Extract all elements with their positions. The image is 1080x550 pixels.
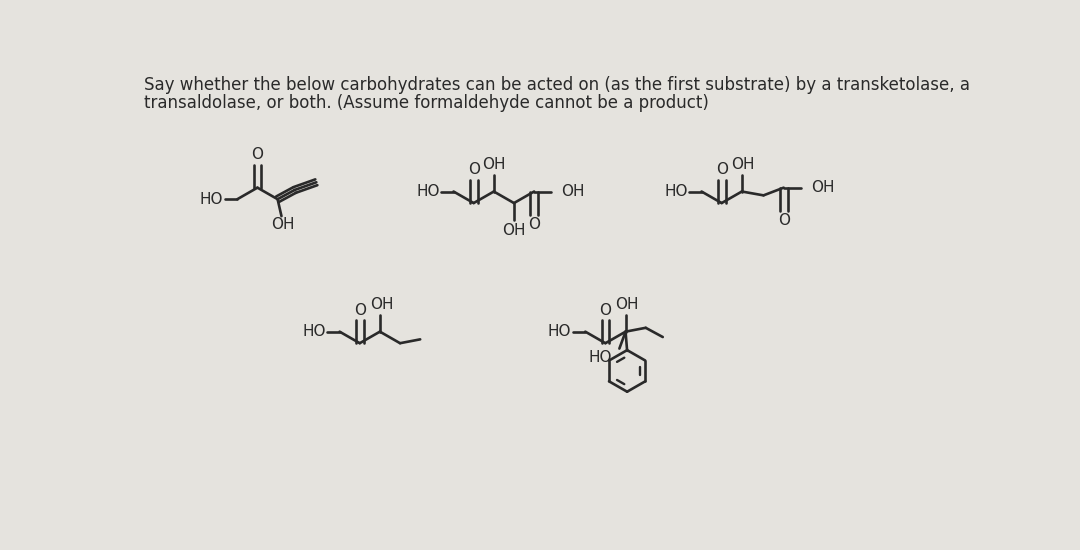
Text: Say whether the below carbohydrates can be acted on (as the first substrate) by : Say whether the below carbohydrates can … xyxy=(145,76,970,94)
Text: HO: HO xyxy=(589,350,611,365)
Text: OH: OH xyxy=(562,184,584,199)
Text: HO: HO xyxy=(416,184,440,199)
Text: OH: OH xyxy=(482,157,505,172)
Text: O: O xyxy=(778,213,789,228)
Text: O: O xyxy=(354,302,366,317)
Text: transaldolase, or both. (Assume formaldehyde cannot be a product): transaldolase, or both. (Assume formalde… xyxy=(145,94,710,112)
Text: OH: OH xyxy=(616,297,639,312)
Text: O: O xyxy=(716,162,728,178)
Text: O: O xyxy=(599,302,611,317)
Text: HO: HO xyxy=(200,192,224,207)
Text: OH: OH xyxy=(369,297,393,312)
Text: O: O xyxy=(252,147,264,162)
Text: O: O xyxy=(528,217,540,232)
Text: O: O xyxy=(468,162,480,178)
Text: HO: HO xyxy=(548,324,571,339)
Text: OH: OH xyxy=(502,223,526,238)
Text: HO: HO xyxy=(664,184,688,199)
Text: OH: OH xyxy=(271,217,295,232)
Text: OH: OH xyxy=(731,157,755,172)
Text: HO: HO xyxy=(302,324,326,339)
Text: OH: OH xyxy=(811,180,834,195)
